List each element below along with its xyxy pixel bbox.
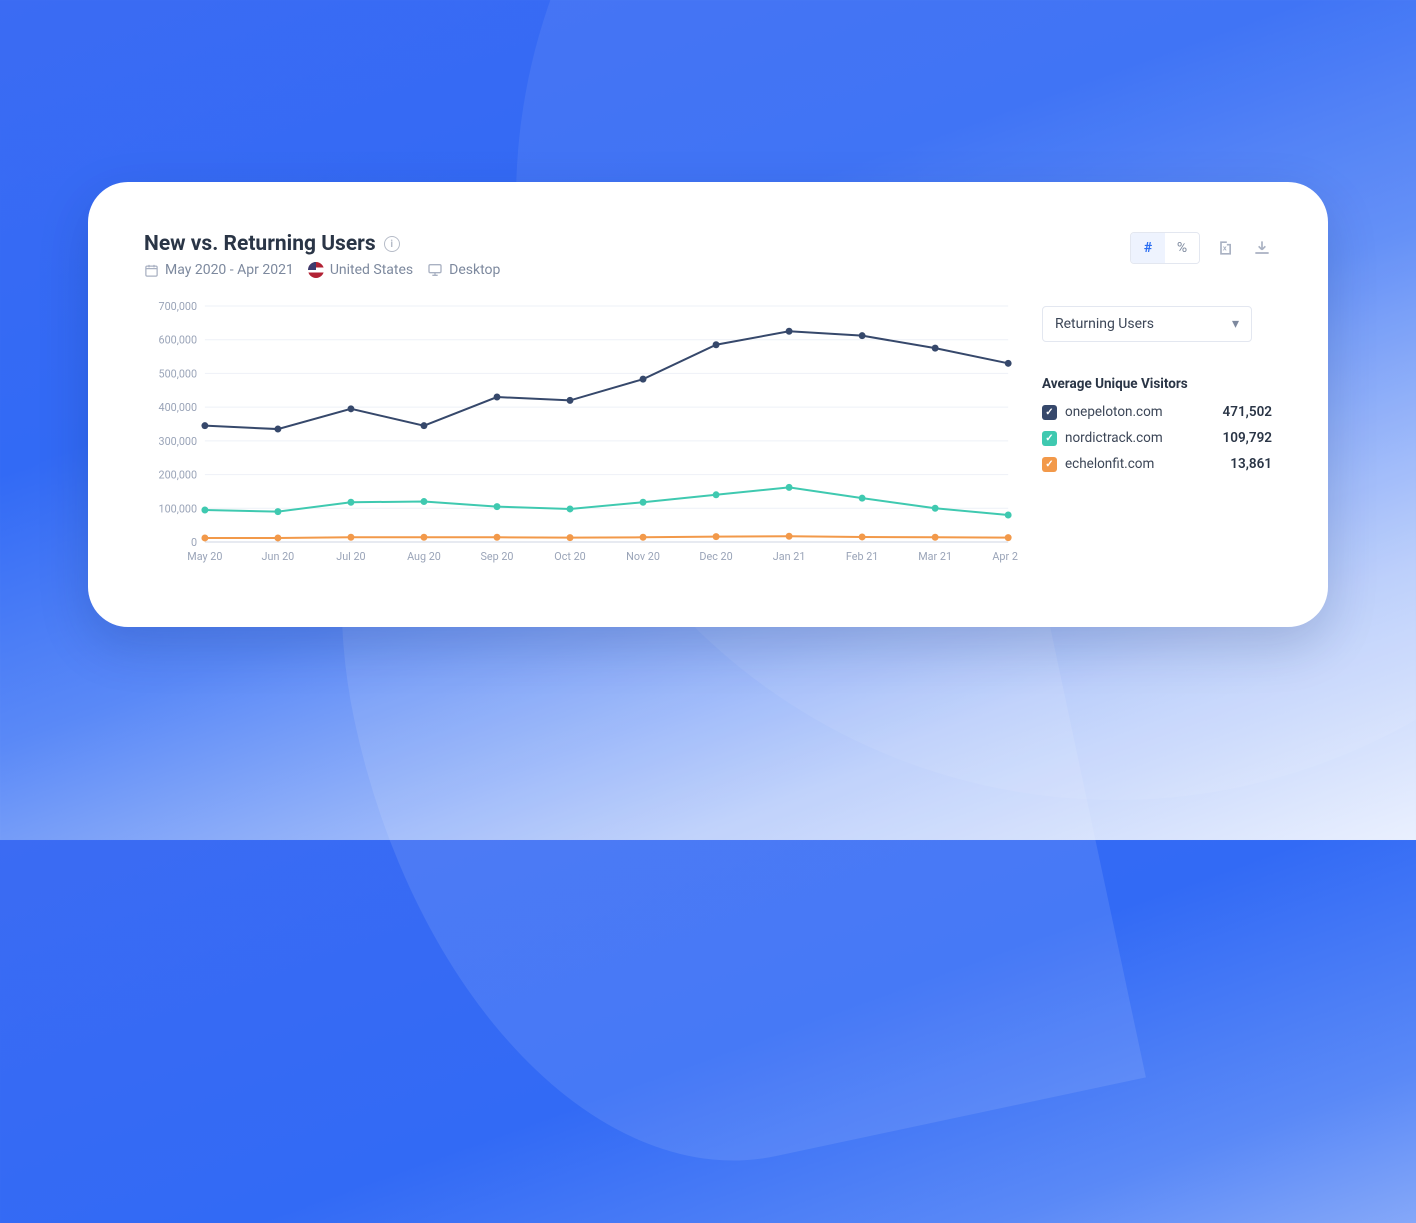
side-panel: Returning Users ▾ Average Unique Visitor…	[1042, 300, 1272, 570]
svg-text:600,000: 600,000	[159, 334, 198, 347]
date-range-filter[interactable]: May 2020 - Apr 2021	[144, 262, 294, 278]
svg-text:Jul 20: Jul 20	[336, 550, 365, 563]
svg-text:500,000: 500,000	[159, 367, 198, 380]
legend-item[interactable]: ✓ echelonfit.com 13,861	[1042, 456, 1272, 472]
svg-text:400,000: 400,000	[159, 401, 198, 414]
country-filter[interactable]: United States	[308, 262, 413, 278]
legend-list: ✓ onepeloton.com 471,502 ✓ nordictrack.com 10…	[1042, 404, 1272, 472]
toolbar: # %	[1130, 232, 1272, 264]
svg-text:May 20: May 20	[187, 550, 222, 563]
legend-value: 13,861	[1230, 456, 1272, 472]
legend-swatch: ✓	[1042, 457, 1057, 472]
desktop-icon	[427, 262, 443, 278]
svg-text:Nov 20: Nov 20	[626, 550, 660, 563]
date-range-label: May 2020 - Apr 2021	[165, 262, 294, 278]
toggle-percent[interactable]: %	[1165, 233, 1199, 263]
svg-text:0: 0	[191, 536, 197, 549]
chart-area: 0 100,000 200,000 300,000 400,000 500,000 600,…	[144, 300, 1018, 570]
line-chart: 0 100,000 200,000 300,000 400,000 500,000 600,…	[144, 300, 1018, 570]
svg-text:Mar 21: Mar 21	[918, 550, 952, 563]
card-header: New vs. Returning Users i May 2020 - Apr…	[144, 232, 1272, 278]
legend-swatch: ✓	[1042, 431, 1057, 446]
chevron-down-icon: ▾	[1232, 316, 1239, 332]
svg-text:Jan 21: Jan 21	[773, 550, 806, 563]
svg-text:700,000: 700,000	[159, 300, 198, 313]
calendar-icon	[144, 263, 159, 278]
device-label: Desktop	[449, 262, 500, 278]
svg-text:Sep 20: Sep 20	[480, 550, 513, 563]
svg-text:Aug 20: Aug 20	[407, 550, 441, 563]
info-icon[interactable]: i	[384, 236, 400, 252]
legend-label: nordictrack.com	[1065, 430, 1163, 446]
title-block: New vs. Returning Users i May 2020 - Apr…	[144, 232, 500, 278]
device-filter[interactable]: Desktop	[427, 262, 500, 278]
value-mode-toggle: # %	[1130, 232, 1200, 264]
svg-text:Jun 20: Jun 20	[262, 550, 295, 563]
download-icon[interactable]	[1252, 238, 1272, 258]
svg-text:Apr 21: Apr 21	[992, 550, 1018, 563]
svg-text:Feb 21: Feb 21	[846, 550, 878, 563]
legend-label: onepeloton.com	[1065, 404, 1163, 420]
flag-us-icon	[308, 262, 324, 278]
page-title: New vs. Returning Users	[144, 232, 376, 256]
legend-swatch: ✓	[1042, 405, 1057, 420]
svg-text:300,000: 300,000	[159, 435, 198, 448]
legend-item[interactable]: ✓ onepeloton.com 471,502	[1042, 404, 1272, 420]
legend-value: 109,792	[1223, 430, 1272, 446]
svg-text:Oct 20: Oct 20	[554, 550, 585, 563]
svg-text:Dec 20: Dec 20	[699, 550, 732, 563]
analytics-card: New vs. Returning Users i May 2020 - Apr…	[88, 182, 1328, 627]
card-body: 0 100,000 200,000 300,000 400,000 500,000 600,…	[144, 300, 1272, 570]
legend-item[interactable]: ✓ nordictrack.com 109,792	[1042, 430, 1272, 446]
toggle-absolute[interactable]: #	[1131, 233, 1165, 263]
metric-select-value: Returning Users	[1055, 316, 1154, 332]
legend-value: 471,502	[1223, 404, 1272, 420]
filters-row: May 2020 - Apr 2021 United States Deskto…	[144, 262, 500, 278]
legend-label: echelonfit.com	[1065, 456, 1154, 472]
svg-text:100,000: 100,000	[159, 502, 198, 515]
svg-text:200,000: 200,000	[159, 468, 198, 481]
export-excel-icon[interactable]	[1216, 238, 1236, 258]
country-label: United States	[330, 262, 413, 278]
metric-select[interactable]: Returning Users ▾	[1042, 306, 1252, 342]
legend-title: Average Unique Visitors	[1042, 376, 1272, 392]
